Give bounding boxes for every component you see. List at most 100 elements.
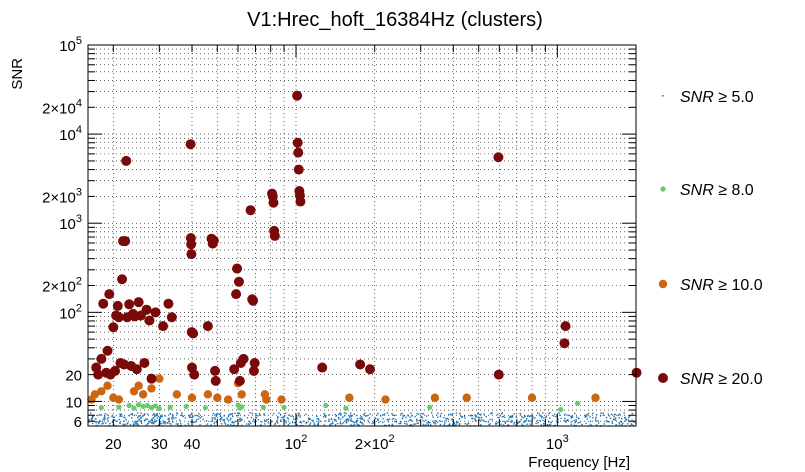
point-snr5 (229, 413, 232, 415)
point-snr5 (88, 419, 90, 421)
point-snr5 (624, 420, 626, 422)
point-snr20 (269, 230, 280, 241)
point-snr5 (539, 414, 541, 417)
point-snr5 (159, 416, 162, 418)
point-snr5 (515, 416, 517, 418)
point-snr10 (103, 381, 112, 390)
point-snr5 (124, 424, 126, 426)
point-snr5 (542, 412, 544, 414)
point-snr5 (353, 413, 355, 415)
axis-ticks (88, 44, 637, 426)
point-snr5 (274, 423, 276, 426)
point-snr5 (490, 412, 492, 415)
point-snr5 (392, 417, 395, 420)
point-snr5 (495, 422, 498, 425)
point-snr5 (197, 418, 200, 420)
point-snr5 (540, 417, 543, 419)
point-snr5 (109, 422, 111, 425)
point-snr5 (426, 422, 428, 424)
point-snr5 (568, 414, 571, 417)
point-snr5 (330, 418, 333, 420)
point-snr5 (620, 424, 623, 426)
point-snr5 (335, 415, 337, 417)
point-snr5 (345, 419, 347, 421)
point-snr5 (164, 415, 166, 417)
point-snr5 (161, 415, 163, 418)
point-snr5 (521, 423, 523, 425)
point-snr5 (602, 412, 605, 414)
legend-item: SNR ≥ 5.0 (662, 89, 754, 106)
point-snr5 (113, 419, 116, 421)
point-snr5 (180, 414, 182, 416)
point-snr5 (220, 418, 223, 420)
point-snr5 (154, 420, 157, 423)
point-snr5 (584, 414, 587, 417)
point-snr5 (333, 418, 336, 421)
point-snr5 (429, 424, 432, 426)
point-snr5 (452, 423, 454, 426)
point-snr5 (394, 420, 396, 423)
point-snr5 (564, 417, 566, 420)
point-snr5 (499, 414, 501, 417)
point-snr20 (93, 369, 104, 380)
point-snr5 (501, 412, 503, 414)
point-snr5 (285, 421, 287, 424)
legend-item: SNR ≥ 10.0 (658, 277, 763, 294)
point-snr8 (167, 404, 173, 410)
point-snr5 (330, 422, 332, 425)
point-snr5 (145, 418, 147, 420)
point-snr5 (526, 423, 528, 425)
point-snr5 (451, 413, 454, 415)
point-snr5 (153, 414, 155, 416)
point-snr5 (126, 423, 129, 425)
point-snr20 (98, 298, 109, 309)
point-snr5 (285, 420, 287, 422)
x-tick-label: 30 (151, 436, 168, 453)
point-snr10 (129, 387, 139, 396)
point-snr5 (253, 420, 255, 422)
tick-labels: 20 30 40 102 2×102 103 6 10 20 102 2×102 103 2×103 10… (42, 35, 569, 453)
point-snr5 (529, 423, 531, 425)
point-snr5 (532, 416, 534, 418)
point-snr5 (184, 417, 186, 419)
point-snr5 (205, 420, 208, 422)
point-snr5 (123, 420, 125, 422)
point-snr5 (566, 419, 568, 422)
point-snr5 (317, 421, 320, 423)
point-snr5 (149, 420, 151, 423)
point-snr5 (103, 417, 105, 419)
point-snr5 (372, 422, 375, 424)
point-snr5 (531, 415, 533, 417)
point-snr5 (589, 420, 592, 423)
point-snr5 (374, 417, 377, 420)
point-snr20 (141, 304, 152, 315)
point-snr5 (631, 412, 633, 415)
point-snr5 (587, 412, 590, 415)
point-snr20 (293, 164, 304, 175)
point-snr5 (344, 415, 346, 417)
point-snr5 (257, 415, 259, 417)
point-snr5 (284, 412, 287, 415)
point-snr5 (340, 418, 342, 420)
point-snr20 (117, 274, 128, 285)
point-snr5 (152, 416, 155, 419)
point-snr8 (323, 402, 329, 409)
point-snr5 (324, 416, 327, 418)
point-snr5 (550, 421, 552, 423)
point-snr5 (361, 418, 364, 420)
point-snr5 (113, 424, 115, 426)
point-snr5 (100, 414, 103, 416)
point-snr5 (497, 421, 499, 424)
point-snr5 (474, 416, 477, 418)
point-snr5 (386, 418, 388, 421)
point-snr5 (480, 419, 482, 421)
point-snr5 (104, 417, 106, 420)
point-snr5 (246, 423, 248, 425)
point-snr5 (383, 413, 386, 415)
point-snr5 (97, 414, 99, 417)
point-snr10 (237, 390, 246, 399)
point-snr20 (493, 152, 504, 163)
point-snr5 (456, 423, 458, 425)
point-snr5 (540, 415, 543, 417)
point-snr5 (359, 417, 361, 420)
